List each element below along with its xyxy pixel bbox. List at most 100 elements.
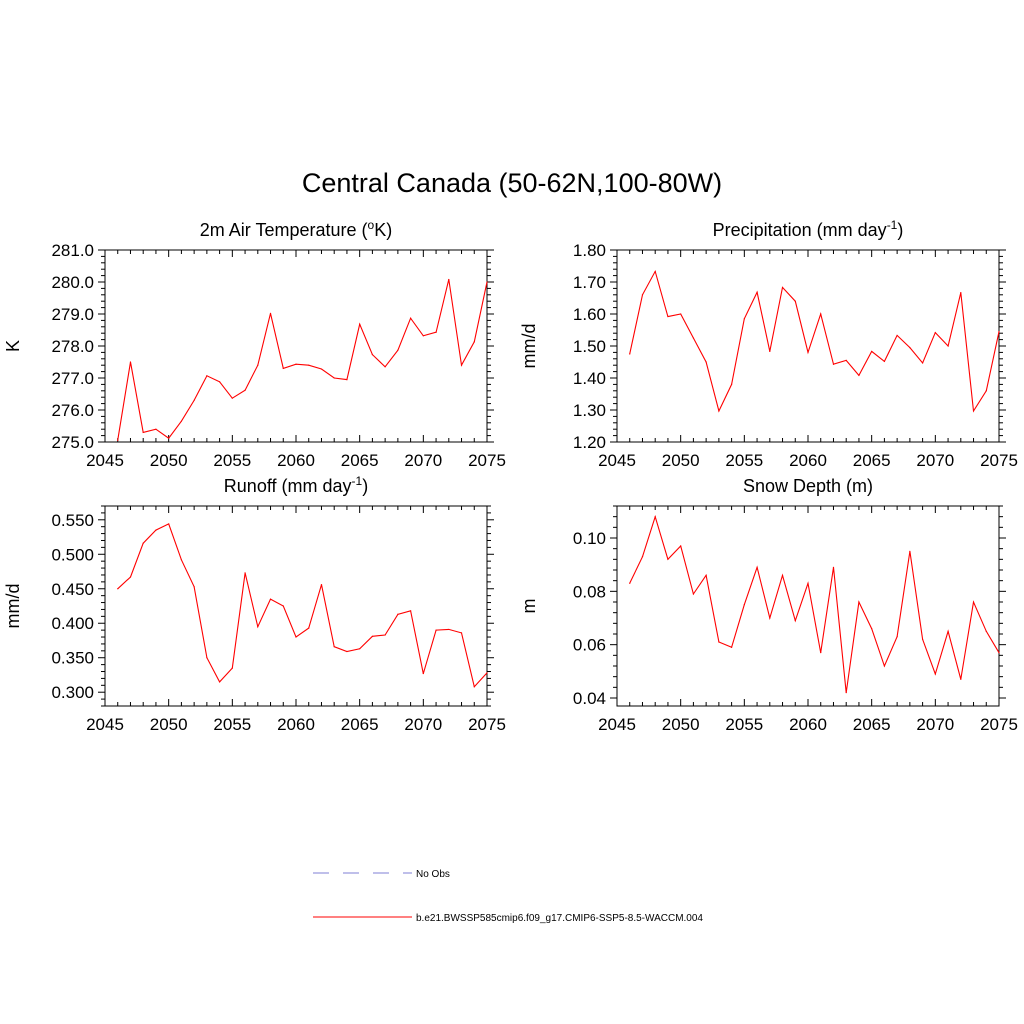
data-point (998, 331, 1000, 333)
x-tick-label: 2055 (213, 451, 251, 470)
data-point (320, 584, 323, 586)
data-point (129, 576, 132, 578)
data-point (231, 667, 233, 669)
legend-label: b.e21.BWSSP585cmip6.f09_g17.CMIP6-SSP5-8… (416, 913, 703, 924)
data-point (743, 318, 745, 320)
data-point (972, 601, 975, 603)
series-line (117, 523, 488, 688)
data-point (244, 389, 246, 391)
x-tick-label: 2065 (853, 451, 891, 470)
data-point (142, 431, 144, 433)
data-point (731, 646, 733, 648)
data-point (206, 657, 208, 659)
data-point (219, 381, 221, 383)
y-tick-label: 280.0 (51, 273, 94, 292)
plot-frame (616, 249, 1000, 443)
data-point (486, 281, 488, 283)
data-point (972, 410, 975, 412)
data-point (858, 374, 860, 377)
y-tick-label: 0.350 (51, 649, 94, 668)
data-point (858, 601, 860, 603)
data-point (257, 364, 259, 366)
data-point (692, 593, 695, 595)
data-point (909, 550, 911, 552)
data-point (807, 582, 809, 584)
data-point (896, 334, 898, 337)
data-point (934, 331, 936, 334)
data-point (384, 366, 386, 368)
data-point (883, 360, 886, 362)
data-point (985, 390, 987, 392)
series-line (629, 514, 1000, 693)
data-point (998, 652, 1000, 654)
data-point (922, 362, 924, 364)
chart-runoff: 2045 2050 2055 2060 2065 2070 2075 0.300 0.350 0.… (3, 474, 506, 734)
data-point (422, 672, 424, 675)
data-point (922, 638, 924, 640)
data-point (654, 270, 656, 273)
data-point (219, 681, 221, 683)
series-line (117, 279, 488, 441)
data-point (705, 361, 707, 363)
data-point (168, 437, 170, 439)
subplot-title: Snow Depth (m) (743, 476, 873, 496)
y-tick-label: 281.0 (51, 241, 94, 260)
data-point (794, 620, 796, 622)
data-point (947, 630, 949, 632)
data-point (410, 317, 412, 319)
plot-frame (104, 249, 488, 443)
chart-temp: 2045 2050 2055 2060 2065 2070 2075 275.0 276.0 27… (3, 218, 506, 470)
x-tick-label: 2050 (150, 715, 188, 734)
y-tick-label: 279.0 (51, 305, 94, 324)
data-point (705, 574, 707, 576)
data-point (832, 363, 835, 365)
y-tick-label: 275.0 (51, 433, 94, 452)
y-tick-label: 0.08 (573, 582, 606, 601)
x-tick-label: 2050 (662, 715, 700, 734)
y-tick-label: 0.10 (573, 529, 606, 548)
x-tick-label: 2070 (404, 451, 442, 470)
main-title: Central Canada (50-62N,100-80W) (301, 168, 723, 198)
x-tick-label: 2055 (725, 451, 763, 470)
data-point (231, 397, 233, 399)
data-point (397, 613, 399, 615)
y-tick-label: 276.0 (51, 401, 94, 420)
data-point (155, 529, 157, 531)
data-point (371, 354, 373, 356)
y-axis-label: m (519, 599, 539, 614)
data-point (180, 420, 182, 422)
x-tick-label: 2065 (341, 715, 379, 734)
data-point (269, 598, 272, 600)
x-tick-label: 2050 (662, 451, 700, 470)
x-tick-label: 2060 (277, 715, 315, 734)
data-point (295, 363, 297, 365)
data-point (871, 628, 873, 630)
x-tick-label: 2045 (598, 451, 636, 470)
y-tick-label: 1.50 (573, 337, 606, 356)
subplot-title: Precipitation (mm day-1) (713, 218, 904, 240)
data-point (397, 349, 399, 351)
data-point (743, 604, 745, 606)
y-tick-label: 278.0 (51, 337, 94, 356)
y-tick-label: 1.20 (573, 433, 606, 452)
x-tick-label: 2060 (789, 715, 827, 734)
data-point (320, 368, 323, 370)
data-point (769, 617, 771, 619)
x-tick-label: 2075 (468, 715, 506, 734)
data-point (359, 648, 361, 650)
data-point (129, 361, 132, 363)
data-point (781, 574, 784, 576)
data-point (206, 375, 208, 377)
data-point (845, 359, 847, 361)
x-tick-label: 2055 (213, 715, 251, 734)
data-point (832, 566, 835, 568)
data-point (371, 635, 373, 637)
data-point (422, 335, 424, 337)
y-tick-label: 0.500 (51, 545, 94, 564)
y-tick-label: 0.550 (51, 511, 94, 530)
y-tick-label: 1.30 (573, 401, 606, 420)
data-point (769, 350, 771, 353)
data-point (960, 291, 962, 294)
data-point (718, 641, 720, 643)
y-tick-label: 1.40 (573, 369, 606, 388)
